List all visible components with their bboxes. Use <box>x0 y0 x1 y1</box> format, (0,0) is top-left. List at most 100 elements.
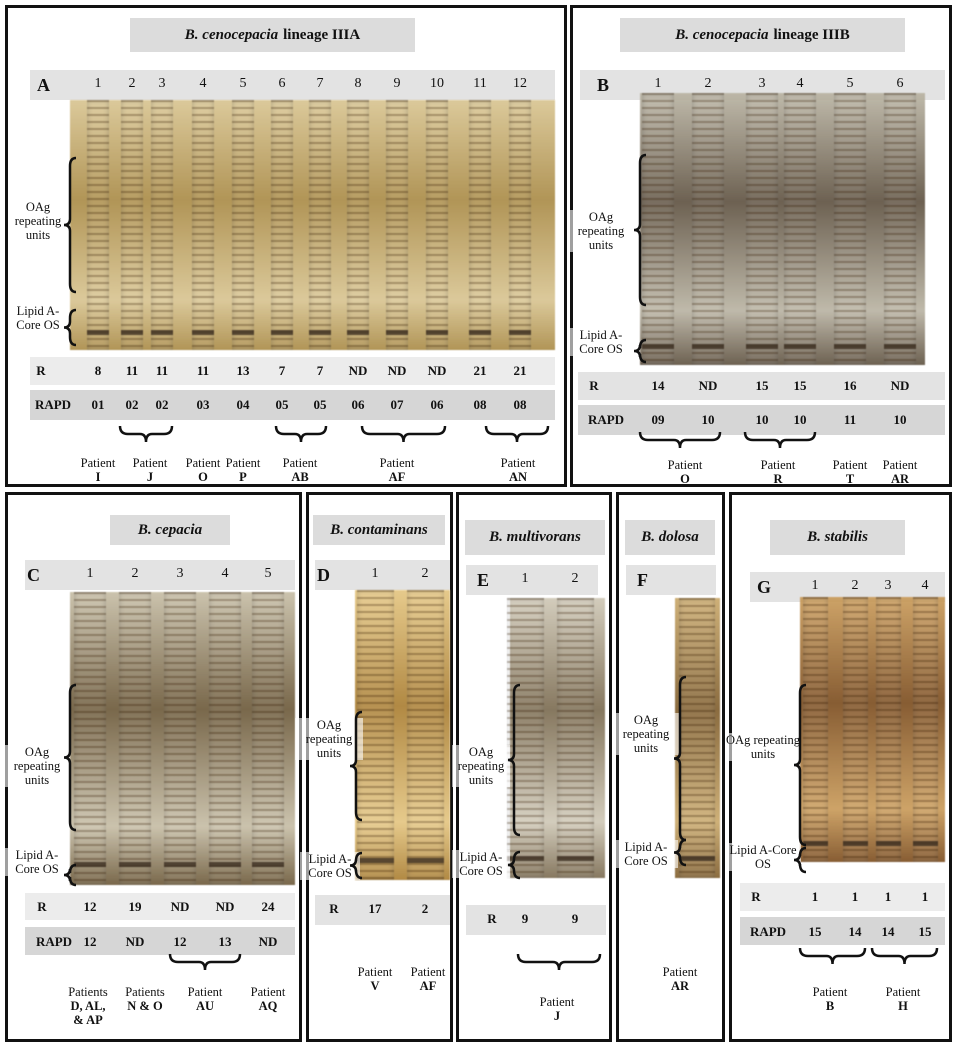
r-value: 2 <box>421 901 429 916</box>
lane-number: 7 <box>316 76 324 91</box>
rapd-value: 09 <box>651 412 665 427</box>
header-row <box>315 560 450 590</box>
gel-lane <box>406 590 444 880</box>
patient-word: Patient <box>357 965 393 979</box>
gel-lane <box>151 100 173 350</box>
r-value: 7 <box>316 363 324 378</box>
patient-label: Patient B <box>813 985 848 1013</box>
patient-word: Patient <box>662 965 698 979</box>
species: B. multivorans <box>489 529 581 545</box>
patient-id: H <box>898 999 908 1013</box>
gel-band <box>406 857 444 863</box>
patient-id: AN <box>508 470 528 484</box>
patient-id: P <box>239 470 247 484</box>
rapd-value: 03 <box>196 397 210 412</box>
lane-number: 1 <box>94 76 102 91</box>
patient-word: Patient <box>832 458 868 472</box>
lane-number: 11 <box>473 76 487 91</box>
gel-lane <box>87 100 109 350</box>
r-value: 13 <box>236 363 250 378</box>
gel-lane <box>426 100 448 350</box>
gel-lane <box>232 100 254 350</box>
patient-label: Patient T <box>833 458 868 486</box>
panel-letter: D <box>317 565 330 585</box>
title-suffix: lineage IIIA <box>283 26 361 43</box>
patient-label: Patient J <box>133 456 168 484</box>
rapd-value: 14 <box>881 924 895 939</box>
rapd-value: 04 <box>236 397 250 412</box>
brace <box>118 425 174 443</box>
gel-band <box>192 330 214 335</box>
brace <box>633 338 647 364</box>
rapd-row <box>30 390 555 420</box>
panel-title: B. multivorans <box>465 520 605 555</box>
patient-label: Patients N & O <box>125 985 165 1013</box>
brace <box>870 947 939 965</box>
panel-title: B. cepacia <box>110 515 230 545</box>
r-row <box>578 372 945 400</box>
gel-band <box>679 856 715 862</box>
lane-number: 10 <box>430 76 444 91</box>
r-label: R <box>37 899 47 914</box>
rapd-row <box>578 405 945 435</box>
gel-band <box>151 330 173 335</box>
species: B. cepacia <box>137 521 203 538</box>
gel-band <box>87 330 109 335</box>
rapd-value: 10 <box>893 412 907 427</box>
gel-band <box>912 841 938 847</box>
panel-letter: B <box>597 75 610 95</box>
brace <box>63 683 77 832</box>
gel-band <box>642 343 674 349</box>
gel-lane <box>784 93 816 365</box>
gel-lane <box>271 100 293 350</box>
rapd-label: RAPD <box>35 934 73 949</box>
gel-lane <box>469 100 491 350</box>
brace <box>507 683 521 837</box>
lipid-label: Lipid A-Core OS <box>570 328 632 356</box>
patient-id: B <box>825 999 835 1013</box>
r-value: 21 <box>473 363 487 378</box>
patient-id: R <box>773 472 783 486</box>
patient-id: AR <box>890 472 910 486</box>
patient-id: AB <box>291 470 309 484</box>
patient-label: Patient H <box>886 985 921 1013</box>
brace <box>673 675 687 842</box>
lane-number: 8 <box>354 76 362 91</box>
brace <box>349 710 363 822</box>
gel-lane <box>834 93 866 365</box>
gel-lane <box>121 100 143 350</box>
species: B. dolosa <box>641 529 699 545</box>
r-value: 8 <box>94 363 102 378</box>
patient-word: Patient <box>500 456 536 470</box>
patient-word: Patient <box>282 456 318 470</box>
r-value: 14 <box>651 378 665 393</box>
r-value: 11 <box>155 363 169 378</box>
patient-word: Patient <box>885 985 921 999</box>
rapd-value: 11 <box>843 412 857 427</box>
lane-number: 2 <box>421 566 429 581</box>
patient-word: Patient <box>132 456 168 470</box>
patient-word: Patients <box>125 985 165 999</box>
patient-word: Patient <box>760 458 796 472</box>
r-row <box>466 905 606 935</box>
patient-word: Patient <box>185 456 221 470</box>
gel-lane <box>802 597 828 862</box>
lane-number: 3 <box>758 76 766 91</box>
rapd-value: 10 <box>755 412 769 427</box>
r-value: 7 <box>278 363 286 378</box>
panel-letter: C <box>27 565 40 585</box>
r-label: R <box>751 889 761 904</box>
r-value: 11 <box>196 363 210 378</box>
rapd-label: RAPD <box>34 397 72 412</box>
oag-label: OAg repeating units <box>5 745 69 787</box>
rapd-value: 14 <box>848 924 862 939</box>
lane-number: 3 <box>158 76 166 91</box>
gel-band <box>386 330 408 335</box>
gel <box>640 93 925 365</box>
rapd-value: 07 <box>390 397 404 412</box>
gel-band <box>356 857 394 863</box>
patient-id: AU <box>195 999 215 1013</box>
rapd-value: 06 <box>351 397 365 412</box>
brace <box>168 953 242 971</box>
gel-band <box>884 343 916 349</box>
